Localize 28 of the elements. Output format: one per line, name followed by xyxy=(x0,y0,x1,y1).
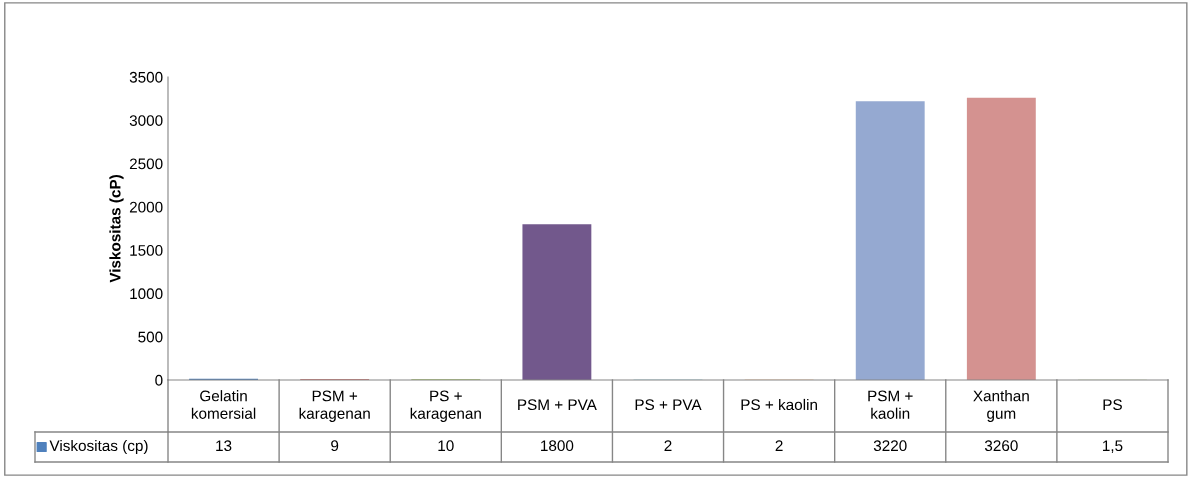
data-label: 1800 xyxy=(541,440,574,452)
x-tick-label: Gelatin komersial xyxy=(191,390,256,419)
legend-label: Viskositas (cp) xyxy=(49,439,148,455)
data-label: 3260 xyxy=(984,440,1018,452)
x-tick-label: PSM + PVA xyxy=(518,399,597,411)
y-tick-label: 500 xyxy=(138,331,163,343)
data-label: 1,5 xyxy=(1102,440,1123,453)
data-label: 10 xyxy=(438,440,454,452)
data-label: 13 xyxy=(216,440,232,452)
x-tick-label: Xanthan gum xyxy=(973,390,1029,422)
x-tick-label: PS xyxy=(1103,399,1122,411)
data-label: 9 xyxy=(331,440,339,452)
y-tick-label: 3500 xyxy=(129,71,163,83)
y-tick-label: 1500 xyxy=(130,245,163,256)
x-tick-label: PSM + kaolin xyxy=(868,390,913,419)
x-tick-label: PS + kaolin xyxy=(741,398,817,411)
data-label: 2 xyxy=(775,440,783,451)
y-axis-title: Viskositas (cP) xyxy=(109,175,124,283)
y-tick-label: 2500 xyxy=(129,158,163,170)
data-label: 2 xyxy=(664,440,672,451)
y-tick-label: 2000 xyxy=(129,201,163,213)
data-label: 3220 xyxy=(873,440,907,452)
x-tick-label: PSM + karagenan xyxy=(299,390,370,422)
y-tick-label: 0 xyxy=(155,374,163,386)
y-tick-label: 1000 xyxy=(130,288,163,300)
y-tick-label: 3000 xyxy=(129,115,163,126)
x-tick-label: PS + PVA xyxy=(635,399,702,411)
x-tick-label: PS + karagenan xyxy=(410,390,481,422)
